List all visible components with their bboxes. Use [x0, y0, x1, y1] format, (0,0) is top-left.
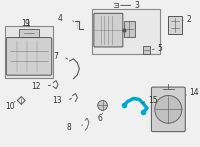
Text: 11: 11: [21, 19, 31, 28]
Bar: [143, 46, 150, 54]
Bar: [5, 26, 53, 78]
Text: 10: 10: [5, 102, 14, 111]
Bar: [124, 21, 135, 37]
Text: 8: 8: [67, 123, 72, 132]
Circle shape: [98, 100, 107, 110]
Text: 2: 2: [187, 15, 191, 24]
FancyBboxPatch shape: [151, 87, 185, 132]
Bar: [92, 9, 160, 54]
Text: 15: 15: [148, 96, 158, 105]
Text: 3: 3: [134, 1, 139, 10]
Text: 5: 5: [158, 44, 163, 54]
FancyBboxPatch shape: [6, 38, 52, 75]
Circle shape: [155, 96, 182, 123]
Text: 6: 6: [97, 114, 102, 123]
Text: 7: 7: [53, 52, 58, 61]
Text: 12: 12: [31, 82, 41, 91]
Bar: [19, 29, 39, 37]
Text: 14: 14: [190, 88, 199, 97]
Bar: [168, 16, 182, 34]
FancyBboxPatch shape: [94, 13, 123, 47]
Text: 4: 4: [58, 14, 63, 23]
Text: 9: 9: [25, 19, 30, 28]
Text: 13: 13: [52, 96, 62, 105]
